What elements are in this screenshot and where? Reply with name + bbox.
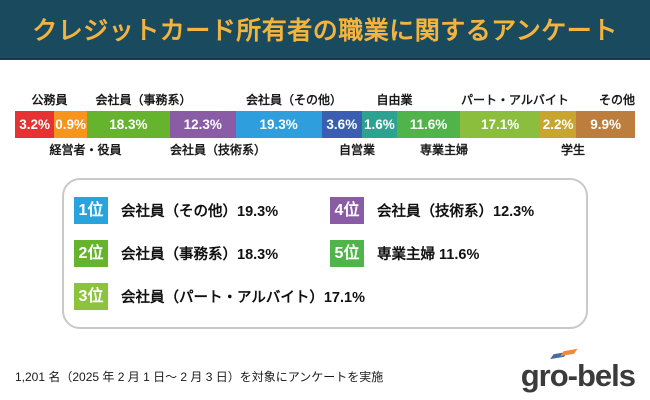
page-title: クレジットカード所有者の職業に関するアンケート — [32, 17, 618, 45]
bar-label-9: パート・アルバイト — [461, 93, 569, 107]
bar-label-2: 経営者・役員 — [49, 143, 122, 157]
bar-segment-8: 11.6% — [396, 111, 461, 138]
bar-label-10: 学生 — [561, 143, 586, 157]
grobels-logo: gro-bels — [520, 347, 636, 393]
survey-note: 1,201 名（2025 年 2 月 1 日～ 2 月 3 日）を対象にアンケー… — [15, 370, 384, 385]
bar-label-1: 公務員 — [31, 93, 68, 107]
rank-4-badge: 4位 — [330, 197, 364, 224]
ranking-item-2: 2位 会社員（事務系）18.3% — [74, 240, 330, 267]
bar-segment-7: 1.6% — [362, 111, 397, 138]
rank-3-badge: 3位 — [74, 283, 108, 310]
bar-segment-2: 0.9% — [54, 111, 87, 138]
bar-label-7: 自由業 — [376, 93, 413, 107]
bar-segment-10: 2.2% — [539, 111, 577, 138]
rank-1-text: 会社員（その他）19.3% — [121, 204, 279, 220]
bar-labels-bottom: 経営者・役員 会社員（技術系） 自営業 専業主婦 学生 — [15, 143, 635, 158]
bar-segment-5: 19.3% — [235, 111, 322, 138]
ranking-box: 1位 会社員（その他）19.3% 2位 会社員（事務系）18.3% 3位 会社員… — [62, 178, 588, 329]
bar-segment-9: 17.1% — [460, 111, 540, 138]
rank-5-badge: 5位 — [330, 240, 364, 267]
bar-label-3: 会社員（事務系） — [95, 93, 192, 107]
bar-label-8: 専業主婦 — [420, 143, 469, 157]
header-banner: クレジットカード所有者の職業に関するアンケート — [0, 0, 650, 60]
bar-label-5: 会社員（その他） — [246, 93, 343, 107]
grobels-logo-mark-icon — [550, 348, 583, 361]
stacked-bar: 3.2% 0.9% 18.3% 12.3% 19.3% 3.6% 1.6% 11.6% 17.1… — [15, 111, 635, 138]
bar-label-4: 会社員（技術系） — [170, 143, 267, 157]
bar-segment-11: 9.9% — [576, 111, 635, 138]
ranking-item-4: 4位 会社員（技術系）12.3% — [330, 197, 576, 224]
rank-2-text: 会社員（事務系）18.3% — [121, 247, 279, 263]
rank-2-badge: 2位 — [74, 240, 108, 267]
rank-3-text: 会社員（パート・アルバイト）17.1% — [121, 290, 365, 306]
rank-5-text: 専業主婦 11.6% — [377, 247, 480, 263]
rank-4-text: 会社員（技術系）12.3% — [377, 204, 535, 220]
bar-segment-4: 12.3% — [169, 111, 236, 138]
bar-label-6: 自営業 — [339, 143, 376, 157]
bar-label-11: その他 — [599, 93, 636, 107]
logo-slash-orange-icon — [560, 348, 578, 356]
grobels-logo-text: gro-bels — [520, 358, 636, 393]
bar-segment-3: 18.3% — [86, 111, 170, 138]
ranking-item-1: 1位 会社員（その他）19.3% — [74, 197, 330, 224]
bar-labels-top: 公務員 会社員（事務系） 会社員（その他） 自由業 パート・アルバイト その他 — [15, 93, 636, 108]
ranking-item-3: 3位 会社員（パート・アルバイト）17.1% — [74, 283, 365, 310]
bar-segment-6: 3.6% — [321, 111, 363, 138]
footer: 1,201 名（2025 年 2 月 1 日～ 2 月 3 日）を対象にアンケー… — [15, 347, 636, 393]
bar-segment-1: 3.2% — [15, 111, 55, 138]
occupation-stacked-bar-chart: 公務員 会社員（事務系） 会社員（その他） 自由業 パート・アルバイト その他 3.2% 0… — [15, 93, 635, 158]
ranking-item-5: 5位 専業主婦 11.6% — [330, 240, 576, 267]
rank-1-badge: 1位 — [74, 197, 108, 224]
